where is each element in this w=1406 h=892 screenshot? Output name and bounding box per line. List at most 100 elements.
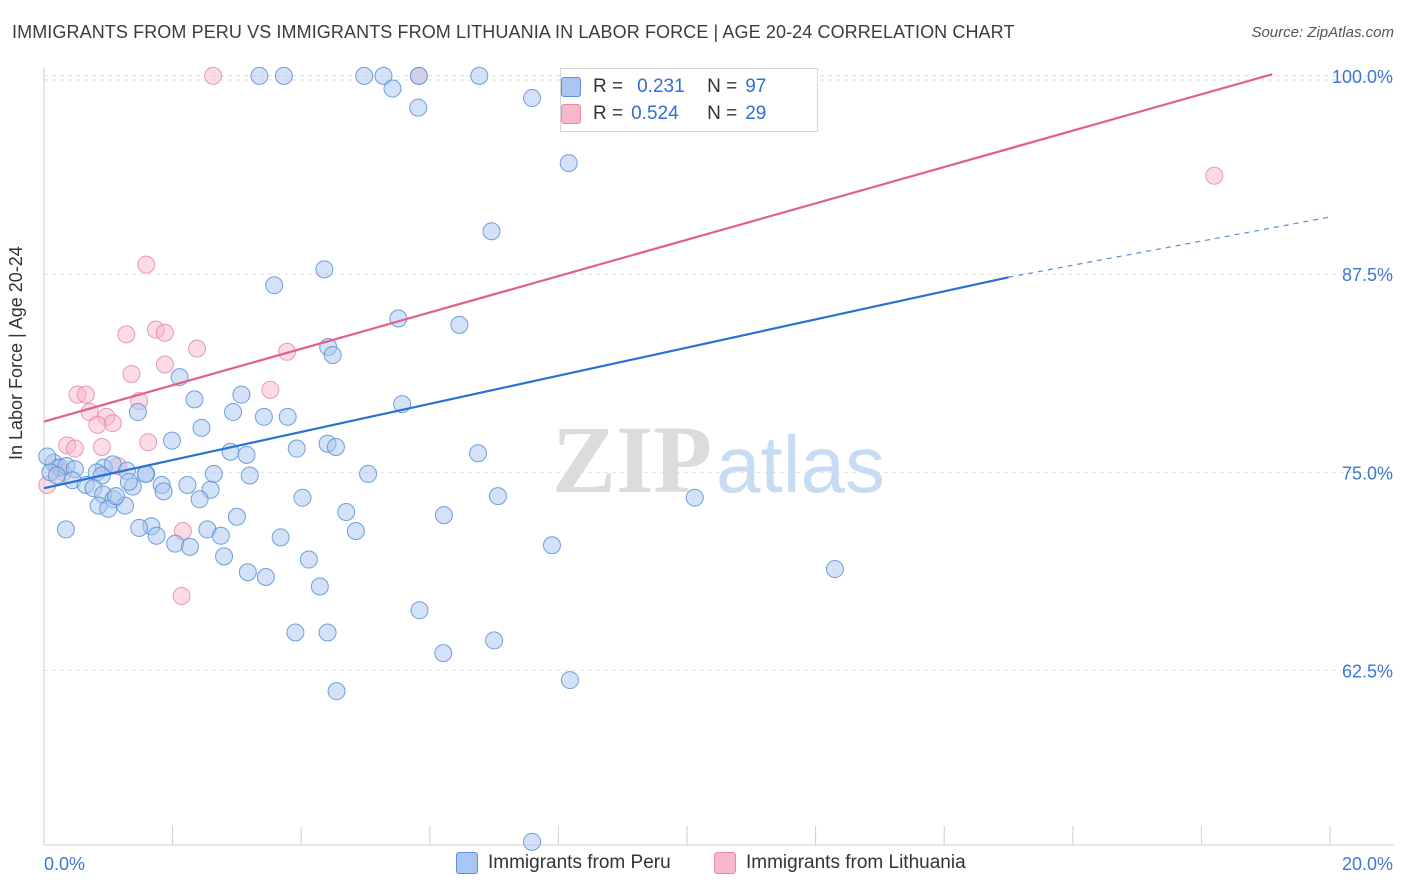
tick-label-layer: 62.5% 75.0% 87.5% 100.0% 0.0% 20.0%	[44, 67, 1393, 874]
peru-point	[523, 832, 542, 851]
legend-n-value-lithuania: 29	[745, 103, 767, 124]
lithuania-point	[117, 325, 136, 344]
lithuania-point	[155, 355, 174, 374]
grid-layer	[44, 75, 1394, 672]
peru-point	[238, 563, 257, 582]
peru-point	[180, 537, 199, 556]
peru-point	[274, 66, 293, 85]
bottom-legend-swatch-peru	[456, 852, 478, 874]
lithuania-trend-line	[43, 73, 1273, 423]
legend-row-peru: R = 0.231 N = 97	[561, 74, 766, 100]
peru-point	[119, 472, 138, 491]
peru-point	[278, 407, 297, 426]
peru-point	[389, 309, 408, 328]
peru-point	[355, 66, 374, 85]
legend-swatch-lithuania	[561, 104, 581, 124]
peru-point	[560, 671, 579, 690]
y-tick-label: 87.5%	[1342, 265, 1393, 285]
lithuania-point	[76, 385, 95, 404]
lithuania-point	[92, 437, 111, 456]
peru-point	[47, 466, 66, 485]
bottom-legend-swatch-lithuania	[714, 852, 736, 874]
peru-point	[232, 385, 251, 404]
peru-point	[374, 66, 393, 85]
peru-trend-line	[43, 276, 1009, 490]
peru-point	[327, 682, 346, 701]
peru-point	[323, 345, 342, 364]
y-tick-label: 75.0%	[1342, 463, 1393, 483]
peru-point	[154, 482, 173, 501]
watermark-atlas: atlas	[716, 420, 885, 509]
peru-point	[185, 390, 204, 409]
chart-title: IMMIGRANTS FROM PERU VS IMMIGRANTS FROM …	[12, 22, 1015, 42]
peru-point	[359, 464, 378, 483]
peru-point	[293, 488, 312, 507]
lithuania-point	[155, 323, 174, 342]
peru-point	[542, 536, 561, 555]
peru-point	[128, 403, 147, 422]
peru-point	[488, 487, 507, 506]
peru-point	[56, 520, 75, 539]
peru-trend-extension	[1008, 216, 1331, 278]
peru-point	[192, 418, 211, 437]
legend-n-label: N =	[707, 76, 738, 97]
watermark-zip: ZIP	[552, 406, 712, 513]
peru-point	[410, 601, 429, 620]
legend-swatch-peru	[561, 77, 581, 97]
y-tick-label: 62.5%	[1342, 662, 1393, 682]
peru-point	[224, 403, 243, 422]
peru-point	[434, 644, 453, 663]
peru-point	[286, 623, 305, 642]
bottom-legend-lithuania: Immigrants from Lithuania	[714, 852, 966, 874]
bottom-legend: Immigrants from Peru Immigrants from Lit…	[0, 852, 1406, 878]
lithuania-point	[122, 365, 141, 383]
peru-point	[287, 439, 306, 458]
bottom-legend-peru: Immigrants from Peru	[456, 852, 671, 874]
legend-n-label: N =	[707, 103, 738, 124]
peru-point	[265, 276, 284, 295]
peru-point	[326, 437, 345, 456]
peru-point	[250, 66, 269, 85]
peru-point	[107, 487, 126, 506]
peru-point	[130, 518, 149, 537]
lithuania-point	[139, 433, 158, 452]
peru-point	[315, 260, 334, 279]
lithuania-point	[204, 66, 223, 85]
lithuania-point	[261, 380, 280, 399]
peru-point	[318, 623, 337, 642]
peru-point	[523, 89, 542, 108]
lithuania-point	[137, 255, 156, 274]
peru-point	[470, 66, 489, 85]
x-tick-label: 0.0%	[44, 854, 85, 874]
x-tick-label: 20.0%	[1342, 854, 1393, 874]
peru-point	[559, 154, 578, 173]
peru-point	[147, 526, 166, 545]
peru-point	[190, 490, 209, 509]
peru-point	[211, 526, 230, 545]
bottom-legend-label-lithuania: Immigrants from Lithuania	[746, 852, 966, 873]
peru-point	[482, 222, 501, 241]
peru-point	[409, 98, 428, 117]
lithuania-point	[1205, 166, 1224, 185]
peru-point	[240, 466, 259, 485]
legend-box: R = 0.231 N = 97 R = 0.524 N = 29	[560, 68, 818, 132]
points-layer	[38, 66, 1224, 851]
peru-point	[178, 476, 197, 495]
peru-point	[256, 567, 275, 586]
peru-point	[485, 631, 504, 650]
peru-point	[38, 447, 57, 466]
peru-point	[204, 464, 223, 483]
y-tick-label: 100.0%	[1332, 67, 1393, 87]
peru-point	[434, 506, 453, 525]
peru-point	[166, 534, 185, 553]
peru-point	[299, 550, 318, 569]
y-axis-label: In Labor Force | Age 20-24	[6, 246, 26, 460]
peru-point	[825, 560, 844, 579]
peru-point	[469, 444, 488, 463]
lithuania-point	[103, 414, 122, 433]
watermark: ZIP atlas	[552, 406, 885, 513]
peru-point	[409, 66, 428, 85]
peru-point	[162, 431, 181, 450]
legend-r-value-lithuania: 0.524	[631, 103, 679, 124]
